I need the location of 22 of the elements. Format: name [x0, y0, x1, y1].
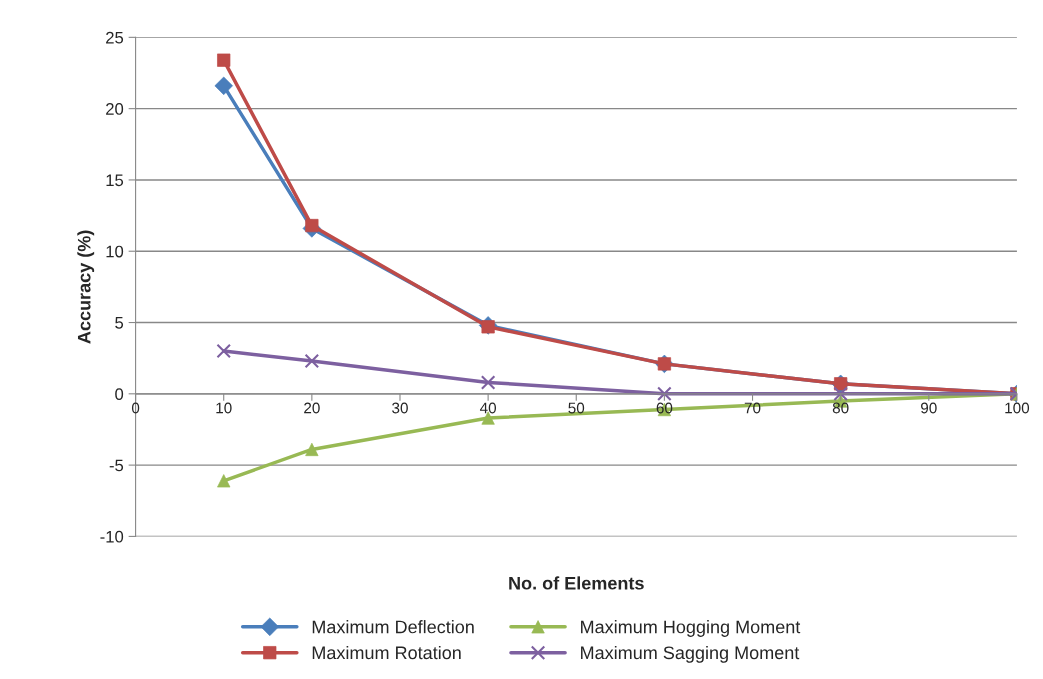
x-tick-label: 20 — [304, 402, 320, 414]
y-tick-label: 25 — [106, 31, 124, 44]
y-tick-label: 15 — [106, 174, 124, 187]
x-tick-label: 0 — [131, 402, 140, 414]
legend-label: Maximum Hogging Moment — [581, 620, 801, 637]
y-tick-label: -5 — [109, 459, 124, 472]
y-tick-label: 10 — [106, 245, 124, 258]
x-tick-label: 90 — [921, 402, 937, 414]
legend-label: Maximum Sagging Moment — [581, 645, 800, 663]
y-tick-label: 5 — [115, 317, 124, 329]
y-tick-label: 20 — [106, 103, 124, 115]
legend-label: Maximum Rotation — [312, 645, 461, 660]
x-axis-title: No. of Elements — [509, 576, 644, 590]
y-axis-title: Accuracy (%) — [77, 230, 95, 344]
x-tick-label: 10 — [216, 402, 232, 414]
x-tick-label: 100 — [1005, 402, 1030, 414]
y-tick-label: -10 — [100, 530, 124, 543]
x-tick-label: 50 — [568, 402, 585, 414]
legend-label: Maximum Deflection — [312, 620, 474, 634]
x-tick-label: 30 — [392, 402, 408, 414]
x-tick-label: 40 — [479, 402, 497, 414]
y-tick-label: 0 — [115, 388, 124, 401]
